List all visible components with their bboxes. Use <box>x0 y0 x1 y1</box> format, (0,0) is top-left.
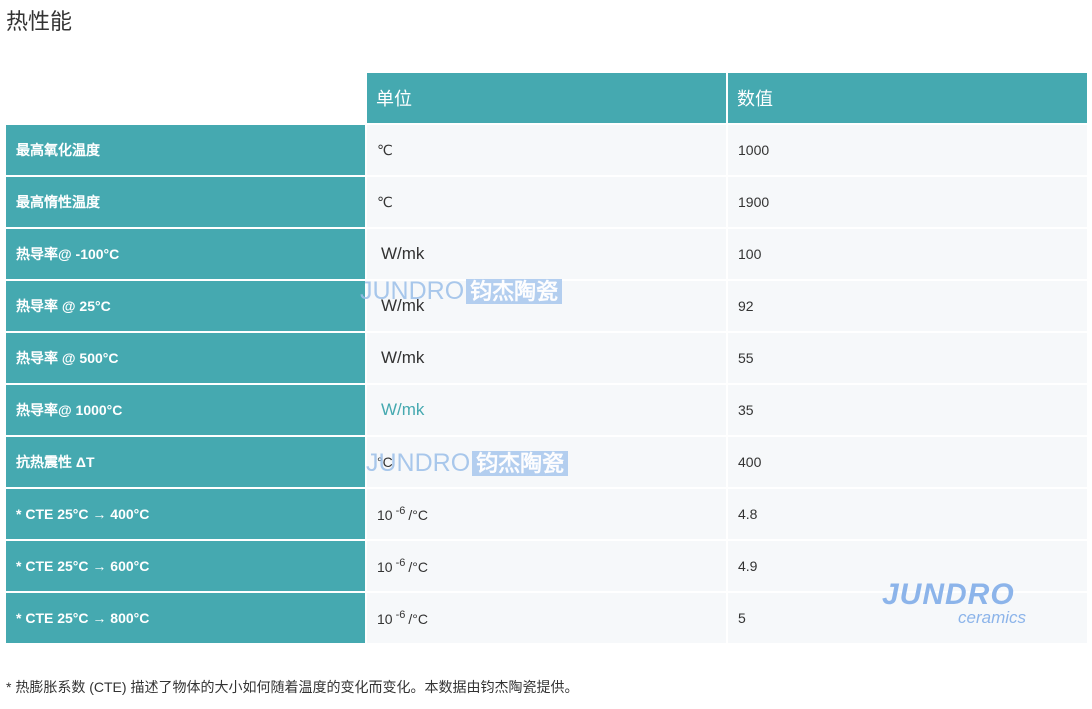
row-label: 抗热震性 ΔT <box>6 437 365 487</box>
header-value: 数值 <box>728 73 1087 123</box>
table-row: 热导率 @ 500°C W/mk 55 <box>6 333 1087 383</box>
value-cell: 35 <box>728 385 1087 435</box>
row-label: * CTE 25°C → 600°C <box>6 541 365 591</box>
watermark-chinese: 钧杰陶瓷 <box>466 279 563 304</box>
logo-brand: JUNDRO <box>882 578 1015 611</box>
row-label: * CTE 25°C → 400°C <box>6 489 365 539</box>
row-label: 最高氧化温度 <box>6 125 365 175</box>
unit-text: W/mk <box>381 400 425 419</box>
unit-cell: ℃ <box>367 125 726 175</box>
unit-cell: W/mk <box>367 333 726 383</box>
unit-cell: 10 -6/°C <box>367 541 726 591</box>
table-row: 最高氧化温度 ℃ 1000 <box>6 125 1087 175</box>
table-row: * CTE 25°C → 600°C 10 -6/°C 4.9 <box>6 541 1087 591</box>
value-cell: 1000 <box>728 125 1087 175</box>
jundro-logo: JUNDRO ceramics <box>882 578 1027 627</box>
unit-tail: /°C <box>408 559 428 575</box>
row-label: * CTE 25°C → 800°C <box>6 593 365 643</box>
watermark-chinese: 钧杰陶瓷 <box>472 451 569 476</box>
row-label: 热导率@ -100°C <box>6 229 365 279</box>
value-cell: 5 <box>728 593 1087 643</box>
unit-text: ℃ <box>377 141 393 158</box>
row-label: 热导率 @ 500°C <box>6 333 365 383</box>
row-label: 热导率 @ 25°C <box>6 281 365 331</box>
section-title: 热性能 <box>6 9 73 34</box>
unit-exponent: -6 <box>395 505 406 517</box>
table-row: 热导率 @ 25°C W/mk 92 <box>6 281 1087 331</box>
unit-cell: W/mk <box>367 229 726 279</box>
unit-cell: W/mk <box>367 385 726 435</box>
unit-text: W/mk <box>381 244 425 263</box>
unit-base: 10 <box>377 507 393 523</box>
unit-text: W/mk <box>381 296 425 315</box>
unit-tail: /°C <box>408 611 428 627</box>
table-row: * CTE 25°C → 400°C 10 -6/°C 4.8 <box>6 489 1087 539</box>
unit-base: 10 <box>377 559 393 575</box>
header-row: 单位 数值 <box>6 73 1087 123</box>
watermark: JUNDRO 钧杰陶瓷 <box>366 446 569 478</box>
table-row: * CTE 25°C → 800°C 10 -6/°C 5 <box>6 593 1087 643</box>
logo-sub: ceramics <box>958 608 1027 627</box>
unit-cell: ℃ <box>367 177 726 227</box>
value-cell: 92 <box>728 281 1087 331</box>
value-cell: 4.9 <box>728 541 1087 591</box>
unit-cell: 10 -6/°C <box>367 489 726 539</box>
unit-text: ℃ <box>377 193 393 210</box>
watermark-latin: JUNDRO <box>360 277 465 305</box>
value-cell: 55 <box>728 333 1087 383</box>
unit-tail: /°C <box>408 507 428 523</box>
unit-exponent: -6 <box>395 557 406 569</box>
value-cell: 1900 <box>728 177 1087 227</box>
unit-exponent: -6 <box>395 609 406 621</box>
value-cell: 4.8 <box>728 489 1087 539</box>
unit-base: 10 <box>377 611 393 627</box>
row-label: 最高惰性温度 <box>6 177 365 227</box>
unit-text: W/mk <box>381 348 425 367</box>
footnote: * 热膨胀系数 (CTE) 描述了物体的大小如何随着温度的变化而变化。本数据由钧… <box>6 679 579 695</box>
value-cell: 400 <box>728 437 1087 487</box>
value-cell: 100 <box>728 229 1087 279</box>
table-row: 热导率@ 1000°C W/mk 35 <box>6 385 1087 435</box>
header-unit: 单位 <box>367 73 726 123</box>
unit-cell: 10 -6/°C <box>367 593 726 643</box>
unit-text: °C <box>377 454 393 470</box>
thermal-properties-table: 单位 数值 最高氧化温度 ℃ 1000 最高惰性温度 ℃ 1900 热导率@ -10… <box>4 71 1089 645</box>
table-row: 热导率@ -100°C W/mk 100 <box>6 229 1087 279</box>
header-empty <box>6 73 365 123</box>
watermark-latin: JUNDRO <box>366 449 471 477</box>
table-row: 最高惰性温度 ℃ 1900 <box>6 177 1087 227</box>
watermark: JUNDRO 钧杰陶瓷 <box>360 274 563 306</box>
row-label: 热导率@ 1000°C <box>6 385 365 435</box>
